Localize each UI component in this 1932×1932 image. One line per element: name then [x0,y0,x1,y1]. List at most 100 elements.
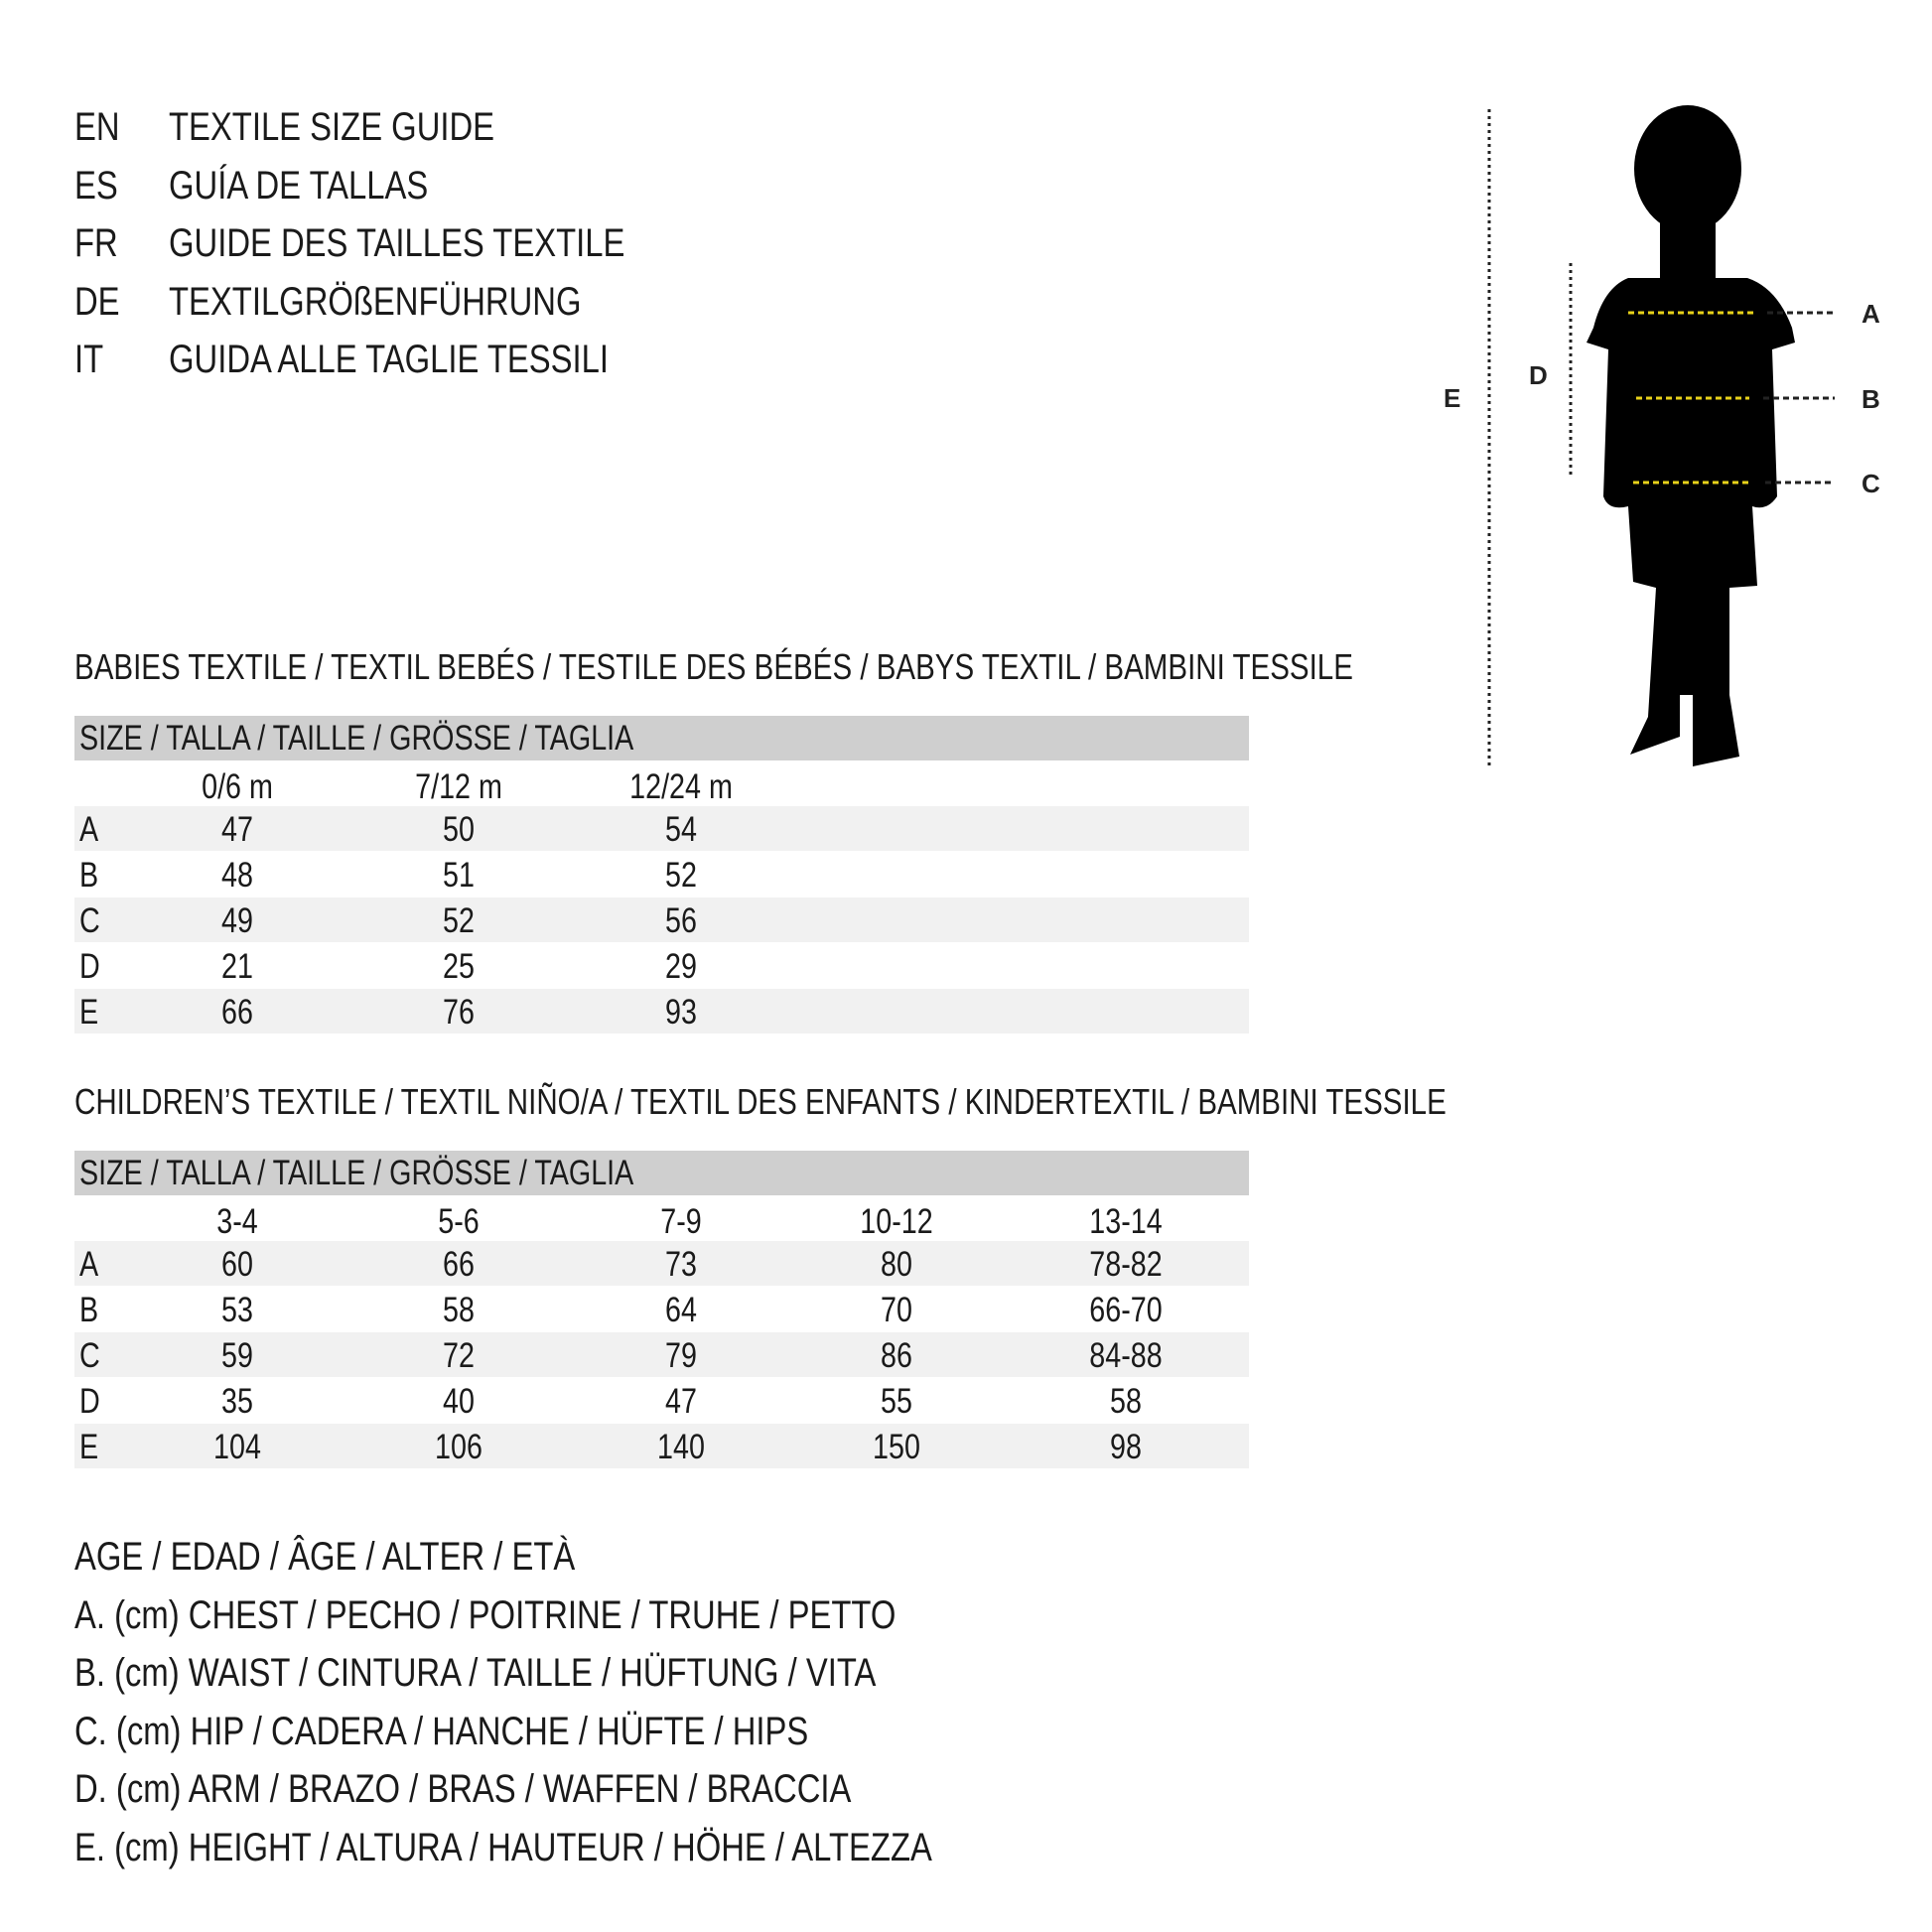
table-cell: 52 [665,856,697,895]
table-cell: 59 [221,1336,253,1375]
row-label: A [79,810,99,849]
heading-language-code: ES [74,163,118,207]
legend-item: AGE / EDAD / ÂGE / ALTER / ETÀ [74,1535,576,1579]
heading-title: TEXTILE SIZE GUIDE [169,105,495,149]
table-cell: 52 [443,901,475,940]
heading-title: GUIDA ALLE TAGLIE TESSILI [169,338,610,382]
table-cell: 51 [443,856,475,895]
row-label: D [79,947,100,986]
table-row-shade [74,1332,1249,1377]
table-cell: 49 [221,901,253,940]
legend-item-wrap: D. (cm) ARM / BRAZO / BRAS / WAFFEN / BR… [74,1769,1022,1809]
row-label: C [79,1336,100,1375]
row-label-wrap: A [79,812,102,847]
heading-language-code: EN [74,105,120,149]
legend-item: B. (cm) WAIST / CINTURA / TAILLE / HÜFTU… [74,1651,877,1696]
babies-table-title-wrap: BABIES TEXTILE / TEXTIL BEBÉS / TESTILE … [74,649,1634,685]
legend-item-wrap: A. (cm) CHEST / PECHO / POITRINE / TRUHE… [74,1595,1076,1635]
row-label-wrap: C [79,903,104,938]
babies-size-header-band [74,716,1249,760]
children-table-title: CHILDREN’S TEXTILE / TEXTIL NIÑO/A / TEX… [74,1081,1447,1122]
table-row-shade [74,1424,1249,1468]
size-column-header: 7-9 [660,1202,702,1241]
size-column-header: 13-14 [1089,1202,1163,1241]
babies-size-header-wrap: SIZE / TALLA / TAILLE / GRÖSSE / TAGLIA [79,721,756,756]
legend-item-wrap: C. (cm) HIP / CADERA / HANCHE / HÜFTE / … [74,1712,970,1751]
table-cell: 55 [881,1382,912,1421]
child-silhouette [1587,105,1795,766]
size-column-header: 5-6 [438,1202,480,1241]
row-label: B [79,856,99,895]
row-label: E [79,993,99,1032]
label-d: D [1529,360,1548,390]
heading-language-code: DE [74,279,120,324]
row-label-wrap: D [79,949,104,984]
label-b: B [1862,384,1880,414]
heading-title-wrap: TEXTILE SIZE GUIDE [169,107,566,147]
table-row-shade [74,989,1249,1034]
table-cell: 50 [443,810,475,849]
table-cell: 66 [443,1245,475,1284]
heading-title-wrap: GUÍA DE TALLAS [169,166,485,206]
table-cell: 73 [665,1245,697,1284]
row-label-wrap: A [79,1247,102,1282]
table-cell: 29 [665,947,697,986]
legend-item-wrap: B. (cm) WAIST / CINTURA / TAILLE / HÜFTU… [74,1653,1052,1693]
size-column-header: 3-4 [216,1202,258,1241]
heading-title-wrap: TEXTILGRÖßENFÜHRUNG [169,282,672,322]
row-label-wrap: C [79,1338,104,1373]
row-label: A [79,1245,99,1284]
heading-language-code: IT [74,338,104,382]
table-cell: 64 [665,1291,697,1329]
row-label: C [79,901,100,940]
table-row-shade [74,897,1249,942]
table-row-shade [74,806,1249,851]
heading-language-code-wrap: EN [74,107,130,147]
row-label-wrap: B [79,858,102,893]
table-cell: 86 [881,1336,912,1375]
row-label: D [79,1382,100,1421]
babies-size-header: SIZE / TALLA / TAILLE / GRÖSSE / TAGLIA [79,719,634,758]
table-cell: 56 [665,901,697,940]
row-label-wrap: E [79,1430,102,1464]
heading-title: GUÍA DE TALLAS [169,163,429,207]
size-column-header: 0/6 m [202,767,273,806]
children-size-header: SIZE / TALLA / TAILLE / GRÖSSE / TAGLIA [79,1154,634,1192]
children-size-header-band [74,1151,1249,1195]
table-cell: 98 [1110,1428,1142,1466]
label-c: C [1862,469,1880,498]
heading-title: GUIDE DES TAILLES TEXTILE [169,221,625,266]
table-cell: 78-82 [1089,1245,1163,1284]
size-column-header: 10-12 [860,1202,933,1241]
legend-item: E. (cm) HEIGHT / ALTURA / HAUTEUR / HÖHE… [74,1826,932,1869]
heading-language-code-wrap: FR [74,223,127,263]
table-row-shade [74,1241,1249,1286]
children-table-title-wrap: CHILDREN’S TEXTILE / TEXTIL NIÑO/A / TEX… [74,1084,1747,1120]
table-cell: 106 [435,1428,483,1466]
table-cell: 47 [221,810,253,849]
table-cell: 25 [443,947,475,986]
row-label: E [79,1428,99,1466]
table-cell: 70 [881,1291,912,1329]
table-cell: 21 [221,947,253,986]
table-cell: 150 [873,1428,920,1466]
table-cell: 58 [1110,1382,1142,1421]
legend-item: D. (cm) ARM / BRAZO / BRAS / WAFFEN / BR… [74,1767,852,1812]
size-column-header: 7/12 m [415,767,502,806]
legend-item-wrap: E. (cm) HEIGHT / ALTURA / HAUTEUR / HÖHE… [74,1828,1120,1867]
table-cell: 66-70 [1089,1291,1163,1329]
table-cell: 54 [665,810,697,849]
label-e: E [1444,383,1460,413]
table-cell: 84-88 [1089,1336,1163,1375]
children-size-header-wrap: SIZE / TALLA / TAILLE / GRÖSSE / TAGLIA [79,1156,756,1190]
row-label-wrap: E [79,995,102,1030]
table-cell: 79 [665,1336,697,1375]
heading-title-wrap: GUIDA ALLE TAGLIE TESSILI [169,340,705,379]
table-cell: 35 [221,1382,253,1421]
table-cell: 66 [221,993,253,1032]
heading-language-code-wrap: DE [74,282,130,322]
table-cell: 93 [665,993,697,1032]
heading-language-code-wrap: IT [74,340,110,379]
row-label-wrap: B [79,1293,102,1327]
